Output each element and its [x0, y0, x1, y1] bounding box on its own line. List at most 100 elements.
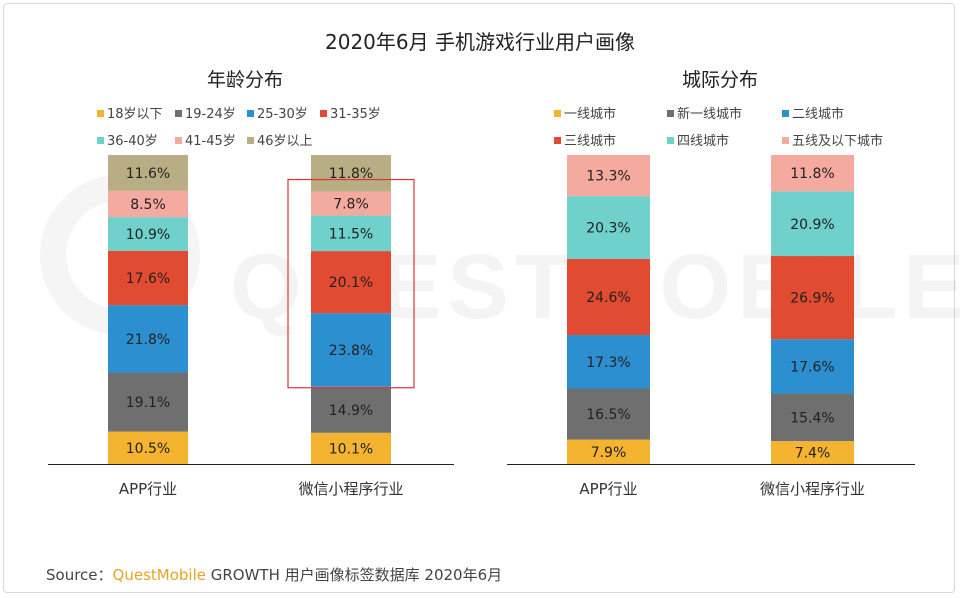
- data-label: 21.8%: [126, 332, 170, 348]
- legend-swatch: [175, 137, 182, 144]
- legend-label: 二线城市: [792, 107, 845, 122]
- source-brand: QuestMobile: [112, 566, 206, 584]
- data-label: 11.5%: [329, 226, 373, 242]
- bar-segment: [771, 191, 854, 257]
- legend-swatch: [97, 137, 104, 144]
- data-label: 19.1%: [126, 395, 170, 411]
- legend-label: 25-30岁: [257, 107, 308, 122]
- legend-label: 三线城市: [564, 134, 617, 149]
- bar-segment: [108, 190, 188, 218]
- bar-segment: [108, 250, 188, 306]
- chart-frame: [3, 3, 955, 593]
- bar-segment: [311, 215, 391, 252]
- legend-item: 18岁以下: [97, 103, 163, 122]
- legend-swatch: [782, 137, 789, 144]
- bar-segment: [108, 217, 188, 251]
- category-label: APP行业: [119, 480, 177, 498]
- data-label: 14.9%: [329, 403, 373, 419]
- bar-segment: [311, 251, 391, 314]
- bar-segment: [108, 305, 188, 373]
- legend-swatch: [782, 110, 789, 117]
- bar-segment: [311, 313, 391, 387]
- bar-segment: [567, 335, 650, 389]
- data-label: 17.6%: [790, 359, 834, 375]
- data-label: 7.8%: [333, 197, 369, 213]
- legend-swatch: [320, 110, 327, 117]
- legend-swatch: [175, 110, 182, 117]
- city-chart-title: 城际分布: [681, 69, 758, 91]
- legend-swatch: [554, 137, 561, 144]
- bar-segment: [771, 441, 854, 464]
- data-label: 11.6%: [126, 166, 170, 182]
- legend-label: 31-35岁: [330, 107, 381, 122]
- bar-segment: [567, 258, 650, 336]
- legend-label: 四线城市: [677, 134, 730, 149]
- bar-segment: [108, 372, 188, 432]
- legend-item: 四线城市: [667, 130, 729, 149]
- legend-item: 46岁以上: [247, 130, 313, 149]
- data-label: 24.6%: [586, 290, 630, 306]
- bar-segment: [567, 388, 650, 440]
- chart-title: 2020年6月 手机游戏行业用户画像: [325, 30, 635, 54]
- legend-item: 31-35岁: [320, 103, 381, 122]
- bar-segment: [108, 155, 188, 191]
- highlight-box: [287, 178, 415, 389]
- legend-item: 36-40岁: [97, 130, 158, 149]
- data-label: 23.8%: [329, 343, 373, 359]
- data-label: 20.3%: [586, 221, 630, 237]
- bar-segment: [771, 256, 854, 340]
- bar-segment: [567, 155, 650, 197]
- category-label: 微信小程序行业: [298, 480, 403, 498]
- legend-swatch: [247, 110, 254, 117]
- age-chart-title: 年龄分布: [206, 69, 283, 91]
- data-label: 17.3%: [586, 355, 630, 371]
- legend-swatch: [97, 110, 104, 117]
- legend-item: 三线城市: [554, 130, 616, 149]
- source-note: Source：QuestMobile GROWTH 用户画像标签数据库 2020…: [46, 564, 502, 585]
- legend-label: 46岁以上: [257, 134, 313, 149]
- category-label: 微信小程序行业: [760, 480, 865, 498]
- bar-segment: [567, 439, 650, 464]
- data-label: 8.5%: [130, 197, 166, 213]
- bar-segment: [311, 155, 391, 192]
- data-label: 10.5%: [126, 441, 170, 457]
- legend-item: 41-45岁: [175, 130, 236, 149]
- legend-swatch: [667, 110, 674, 117]
- legend-item: 二线城市: [782, 103, 844, 122]
- legend-item: 新一线城市: [667, 103, 742, 122]
- legend-swatch: [247, 137, 254, 144]
- bar-segment: [311, 432, 391, 464]
- data-label: 10.9%: [126, 227, 170, 243]
- data-label: 15.4%: [790, 410, 834, 426]
- legend-label: 新一线城市: [677, 107, 743, 122]
- data-label: 13.3%: [586, 169, 630, 185]
- legend-item: 五线及以下城市: [782, 130, 883, 149]
- source-prefix: Source：: [46, 566, 113, 584]
- legend-label: 一线城市: [564, 107, 617, 122]
- bar-segment: [771, 339, 854, 394]
- legend-label: 五线及以下城市: [792, 134, 884, 149]
- data-label: 11.8%: [329, 166, 373, 182]
- source-rest: GROWTH 用户画像标签数据库 2020年6月: [205, 566, 503, 584]
- legend-item: 25-30岁: [247, 103, 308, 122]
- legend-label: 18岁以下: [107, 107, 163, 122]
- legend-item: 19-24岁: [175, 103, 236, 122]
- data-label: 26.9%: [790, 291, 834, 307]
- data-label: 16.5%: [586, 407, 630, 423]
- data-label: 20.9%: [790, 217, 834, 233]
- category-label: APP行业: [579, 480, 637, 498]
- legend-label: 19-24岁: [185, 107, 236, 122]
- data-label: 20.1%: [329, 275, 373, 291]
- bar-segment: [311, 386, 391, 433]
- data-label: 7.9%: [591, 445, 627, 461]
- bar-segment: [567, 196, 650, 259]
- bar-segment: [108, 431, 188, 464]
- legend-label: 41-45岁: [185, 134, 236, 149]
- legend-swatch: [554, 110, 561, 117]
- legend-swatch: [667, 137, 674, 144]
- legend-label: 36-40岁: [107, 134, 158, 149]
- bar-segment: [311, 191, 391, 216]
- data-label: 10.1%: [329, 441, 373, 457]
- legend-item: 一线城市: [554, 103, 616, 122]
